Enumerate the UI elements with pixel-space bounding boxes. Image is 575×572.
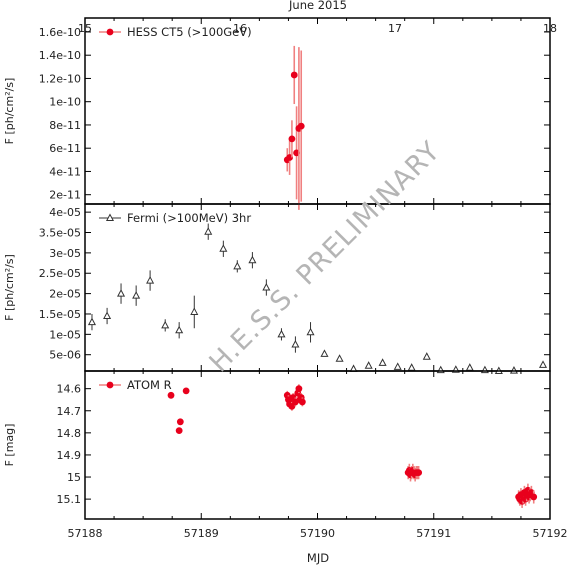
data-point	[364, 361, 373, 369]
y-tick-label: 3.5e-05	[39, 227, 81, 240]
top-tick-label: 17	[388, 22, 402, 35]
panel-frame	[84, 17, 551, 205]
panels: 2e-11 4e-11 6e-11 8e-11 1e-10 1.2e-10 1.4e-10 1…	[3, 17, 551, 520]
panel-atom: 14.6 14.7 14.8 14.9 15 15.1 F [mag] ATOM R	[3, 370, 551, 520]
bottom-tick-label: 57192	[533, 527, 568, 540]
data-point	[182, 387, 190, 395]
y-tick-label: 1.2e-10	[39, 72, 81, 85]
y-tick-label: 8e-11	[49, 119, 81, 132]
top-axis-title: June 2015	[288, 0, 347, 12]
y-tick-label: 2e-05	[49, 288, 81, 301]
data-point	[530, 493, 538, 501]
bottom-tick-label: 57190	[300, 527, 335, 540]
bottom-axis: 57188 57189 57190 57191 57192	[68, 527, 568, 540]
bottom-tick-label: 57188	[68, 527, 103, 540]
top-tick-label: 15	[78, 22, 92, 35]
y-tick-label: 14.8	[57, 427, 82, 440]
bottom-tick-label: 57189	[184, 527, 219, 540]
data-point	[298, 398, 306, 406]
panel-hess: 2e-11 4e-11 6e-11 8e-11 1e-10 1.2e-10 1.4e-10 1…	[3, 17, 551, 210]
data-point	[436, 365, 445, 374]
data-point	[422, 352, 431, 360]
bottom-axis-title: MJD	[307, 551, 329, 565]
data-point	[335, 354, 344, 362]
top-tick-label: 18	[543, 22, 557, 35]
data-point	[219, 244, 228, 252]
y-tick-label: 4e-05	[49, 206, 81, 219]
legend-label: ATOM R	[127, 378, 172, 392]
y-tick-label: 15	[67, 471, 81, 484]
data-point	[176, 418, 184, 426]
y-tick-label: 15.1	[57, 493, 82, 506]
data-point	[415, 469, 423, 477]
y-axis-label: F [mag]	[3, 424, 16, 467]
legend-label: Fermi (>100MeV) 3hr	[127, 211, 251, 225]
y-tick-label: 1e-05	[49, 328, 81, 341]
data-point	[290, 71, 298, 79]
y-tick-label: 1.6e-10	[39, 26, 81, 39]
legend-marker	[106, 381, 114, 389]
legend-marker	[106, 28, 114, 36]
y-tick-label: 4e-11	[49, 165, 81, 178]
watermark: H.E.S.S. PRELIMINARY	[203, 135, 446, 378]
data-point	[465, 363, 474, 371]
panel-frame	[84, 203, 551, 372]
data-point	[87, 317, 97, 326]
y-tick-label: 5e-06	[49, 349, 81, 362]
y-tick-label: 1.5e-05	[39, 308, 81, 321]
y-tick-label: 2.5e-05	[39, 267, 81, 280]
data-point	[161, 320, 170, 329]
data-point	[277, 329, 286, 338]
data-point	[297, 122, 305, 130]
y-tick-label: 14.7	[57, 405, 82, 418]
top-axis: 15 16 17 18	[78, 22, 557, 35]
data-point	[204, 227, 213, 235]
data-point	[306, 327, 315, 336]
data-point	[295, 385, 303, 393]
data-point	[132, 291, 141, 299]
legend-label: HESS CT5 (>100GeV)	[127, 25, 252, 39]
data-point	[167, 391, 175, 399]
y-tick-label: 1.4e-10	[39, 49, 81, 62]
y-tick-label: 14.9	[57, 449, 82, 462]
data-point	[117, 289, 126, 297]
panel-frame	[84, 370, 551, 520]
data-point	[393, 362, 402, 370]
data-point	[407, 363, 416, 371]
panel-fermi: 5e-06 1e-05 1.5e-05 2e-05 2.5e-05 3e-05 3.5e-0…	[3, 203, 551, 374]
bottom-tick-label: 57191	[416, 527, 451, 540]
y-tick-label: 6e-11	[49, 142, 81, 155]
y-tick-label: 3e-05	[49, 247, 81, 260]
data-point	[509, 366, 518, 374]
data-point	[288, 135, 296, 143]
data-point	[175, 325, 184, 334]
data-point	[262, 282, 271, 291]
data-point	[103, 311, 112, 320]
y-tick-label: 2e-11	[49, 189, 81, 202]
y-axis-label: F [ph/cm²/s]	[3, 78, 16, 145]
data-point	[480, 365, 489, 374]
y-tick-label: 14.6	[57, 383, 82, 396]
legend-marker	[105, 213, 115, 221]
data-point	[248, 255, 257, 264]
data-point	[175, 427, 183, 435]
data-point	[378, 358, 387, 366]
data-point	[190, 307, 199, 315]
top-tick-label: 16	[233, 22, 247, 35]
data-point	[146, 276, 155, 284]
y-axis-label: F [ph/cm²/s]	[3, 254, 16, 321]
data-point	[291, 339, 300, 348]
data-point	[538, 360, 548, 368]
y-tick-label: 1e-10	[49, 96, 81, 109]
data-point	[233, 261, 242, 270]
data-point	[320, 349, 329, 357]
